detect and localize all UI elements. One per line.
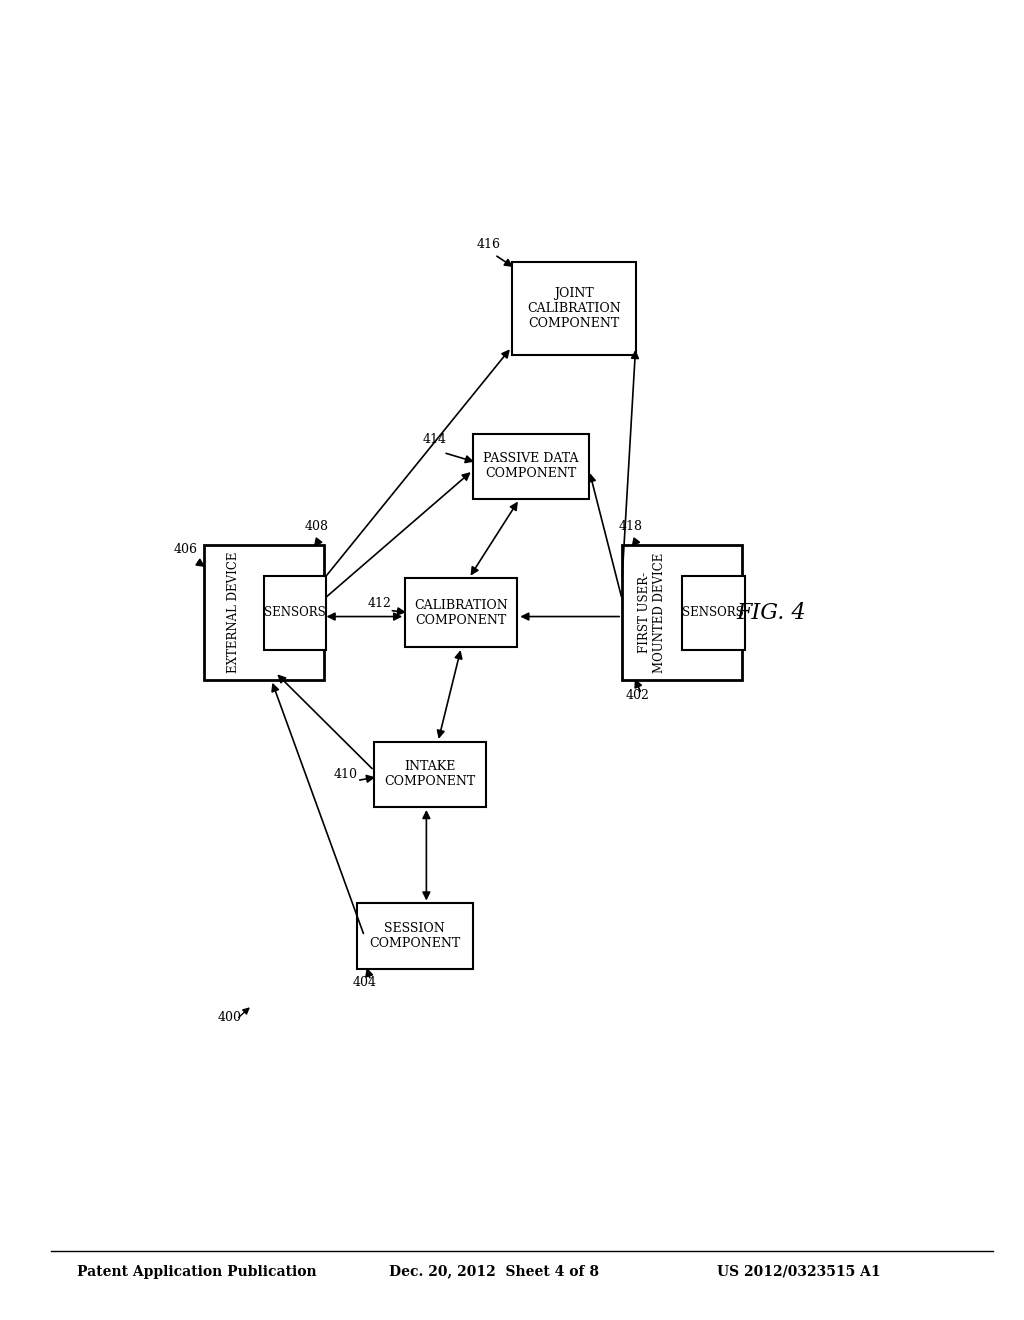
Text: 400: 400 <box>217 1011 241 1024</box>
Text: PASSIVE DATA
COMPONENT: PASSIVE DATA COMPONENT <box>483 453 579 480</box>
Text: 412: 412 <box>368 597 392 610</box>
Text: 402: 402 <box>626 689 650 702</box>
Text: 408: 408 <box>304 520 329 533</box>
Text: 418: 418 <box>618 520 642 533</box>
Text: FIG. 4: FIG. 4 <box>736 602 806 624</box>
Text: US 2012/0323515 A1: US 2012/0323515 A1 <box>717 1265 881 1279</box>
Text: 406: 406 <box>174 543 198 556</box>
Text: SENSORS: SENSORS <box>264 606 326 619</box>
Bar <box>512 263 636 355</box>
Bar <box>204 545 324 680</box>
Bar <box>406 578 517 647</box>
Text: Patent Application Publication: Patent Application Publication <box>77 1265 316 1279</box>
Text: 404: 404 <box>352 975 377 989</box>
Text: SESSION
COMPONENT: SESSION COMPONENT <box>369 923 461 950</box>
Bar <box>682 576 744 649</box>
Text: CALIBRATION
COMPONENT: CALIBRATION COMPONENT <box>415 599 508 627</box>
Text: 414: 414 <box>423 433 446 446</box>
Bar <box>263 576 326 649</box>
Bar <box>473 434 589 499</box>
Text: Dec. 20, 2012  Sheet 4 of 8: Dec. 20, 2012 Sheet 4 of 8 <box>389 1265 599 1279</box>
Text: 410: 410 <box>334 768 357 781</box>
Bar <box>374 742 486 807</box>
Text: 416: 416 <box>477 239 501 252</box>
Text: EXTERNAL DEVICE: EXTERNAL DEVICE <box>227 552 240 673</box>
Text: SENSORS: SENSORS <box>682 606 744 619</box>
Text: FIRST USER-
MOUNTED DEVICE: FIRST USER- MOUNTED DEVICE <box>638 553 666 673</box>
Text: JOINT
CALIBRATION
COMPONENT: JOINT CALIBRATION COMPONENT <box>526 286 621 330</box>
Bar <box>622 545 742 680</box>
Text: INTAKE
COMPONENT: INTAKE COMPONENT <box>385 760 476 788</box>
Bar <box>356 903 473 969</box>
